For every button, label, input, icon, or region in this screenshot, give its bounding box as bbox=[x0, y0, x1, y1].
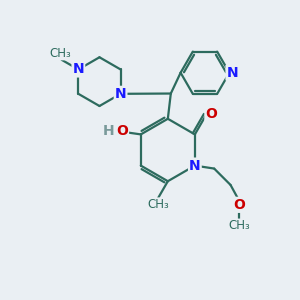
Text: CH₃: CH₃ bbox=[147, 198, 169, 211]
Text: N: N bbox=[189, 159, 201, 172]
Text: O: O bbox=[206, 106, 217, 121]
Text: CH₃: CH₃ bbox=[229, 219, 250, 232]
Text: O: O bbox=[116, 124, 128, 138]
Text: H: H bbox=[103, 124, 115, 138]
Text: N: N bbox=[226, 66, 238, 80]
Text: O: O bbox=[233, 198, 245, 212]
Text: CH₃: CH₃ bbox=[49, 47, 71, 60]
Text: N: N bbox=[115, 87, 126, 101]
Text: N: N bbox=[73, 62, 84, 76]
